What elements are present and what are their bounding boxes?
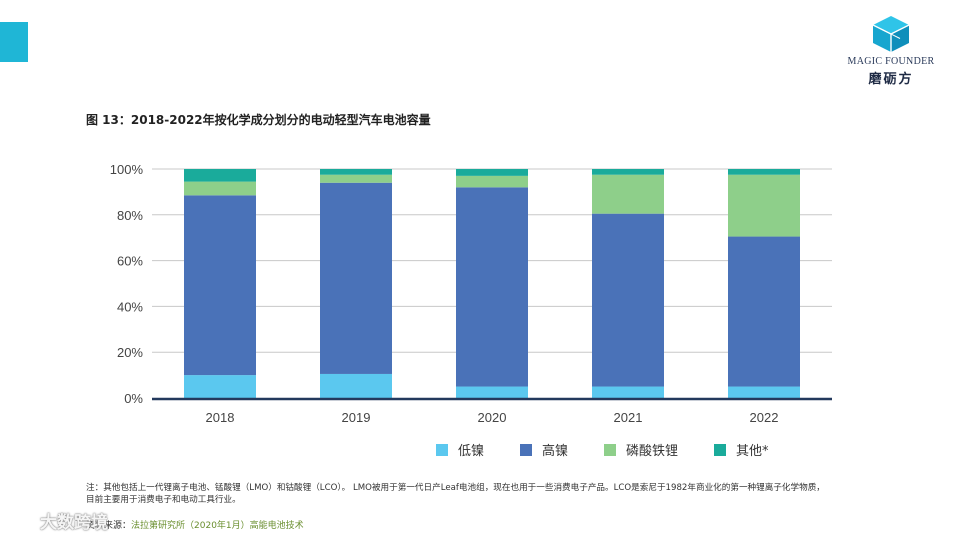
brand-name-en: MAGIC FOUNDER [847,56,935,67]
bar-segment [456,175,528,188]
bar-segment [728,236,800,387]
legend-item: 磷酸铁锂 [604,440,678,459]
bar-segment [320,182,392,374]
bar-segment [456,187,528,387]
chart-legend: 低镍 高镍 磷酸铁锂 其他* [436,440,805,459]
bar-segment [728,386,800,398]
watermark-logo-icon [7,512,36,529]
figure-title: 图 13：2018-2022年按化学成分划分的电动轻型汽车电池容量 [86,113,431,127]
legend-item: 低镍 [436,440,484,459]
brand-logo: MAGIC FOUNDER 磨砺方 [836,14,946,94]
bar-segment [320,174,392,183]
legend-item: 高镍 [520,440,568,459]
bar-segment [320,373,392,398]
bar-segment [728,169,800,175]
legend-swatch [436,443,448,456]
bar-segment [184,195,256,376]
x-tick-label: 2019 [342,410,371,425]
bar-segment [592,174,664,214]
bar-segment [592,386,664,398]
footnote: 注：其他包括上一代锂离子电池、锰酸锂（LMO）和钴酸锂（LCO）。 LMO被用于… [86,483,825,505]
source-line: 资料来源：法拉第研究所（2020年1月）高能电池技术 [86,518,304,531]
y-tick-label: 0% [124,391,143,406]
y-tick-label: 40% [117,299,143,314]
cube-logo-icon [872,16,910,52]
bar-segment [184,169,256,182]
brand-name-cn: 磨砺方 [868,72,914,87]
bar-segment [592,169,664,175]
bar-segment [592,213,664,387]
y-tick-label: 100% [110,162,144,177]
bar-segment [320,169,392,175]
watermark: 大数跨境 [6,508,108,533]
legend-item: 其他* [714,440,769,459]
source-text: 法拉第研究所（2020年1月）高能电池技术 [131,521,304,531]
legend-swatch [714,443,727,456]
legend-swatch [604,443,617,456]
x-tick-label: 2020 [478,410,507,425]
y-tick-label: 60% [117,254,143,269]
legend-label: 低镍 [458,444,485,459]
legend-swatch [520,443,533,456]
legend-label: 磷酸铁锂 [626,444,679,459]
header-accent-block [0,22,28,62]
x-tick-label: 2022 [750,410,779,425]
x-tick-label: 2021 [614,410,643,425]
y-tick-label: 80% [117,208,143,223]
watermark-text: 大数跨境 [40,513,108,533]
bar-segment [456,169,528,176]
x-tick-label: 2018 [206,410,235,425]
bar-segment [184,375,256,398]
bar-segment [456,386,528,398]
legend-label: 高镍 [542,444,569,459]
legend-label: 其他* [736,444,769,459]
source-label: 资料来源： [86,521,132,531]
bar-segment [184,181,256,196]
stacked-bar-chart: 0% 20% 40% 60% 80% 100% 2018 2019 2020 2021 2022 [110,162,832,425]
y-tick-label: 20% [117,345,143,360]
bar-segment [728,174,800,237]
